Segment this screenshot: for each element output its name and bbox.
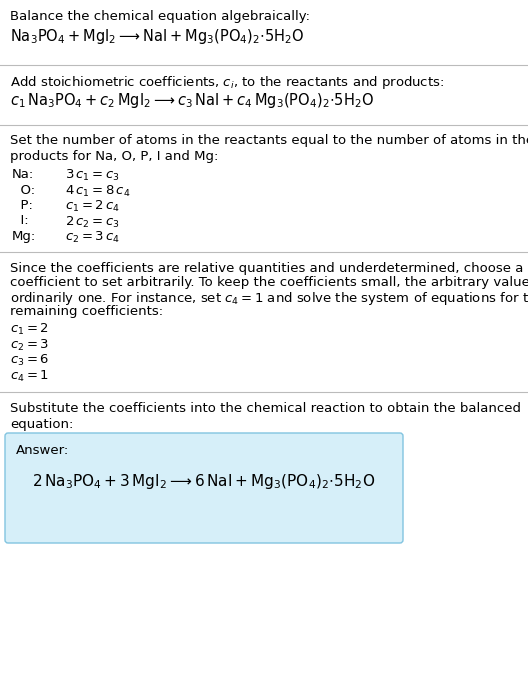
Text: Mg:: Mg:: [12, 230, 36, 243]
Text: equation:: equation:: [10, 418, 73, 431]
Text: $c_3 = 6$: $c_3 = 6$: [10, 353, 49, 368]
Text: Substitute the coefficients into the chemical reaction to obtain the balanced: Substitute the coefficients into the che…: [10, 402, 521, 415]
Text: $c_4 = 1$: $c_4 = 1$: [10, 368, 49, 383]
Text: P:: P:: [12, 199, 33, 212]
Text: remaining coefficients:: remaining coefficients:: [10, 305, 163, 318]
Text: $\mathrm{Na_3PO_4 + MgI_2 \longrightarrow NaI + Mg_3(PO_4)_2{\cdot}5H_2O}$: $\mathrm{Na_3PO_4 + MgI_2 \longrightarro…: [10, 27, 305, 46]
Text: $c_2 = 3\,c_4$: $c_2 = 3\,c_4$: [65, 230, 120, 245]
Text: Set the number of atoms in the reactants equal to the number of atoms in the: Set the number of atoms in the reactants…: [10, 134, 528, 147]
Text: $c_1\,\mathrm{Na_3PO_4} + c_2\,\mathrm{MgI_2} \longrightarrow c_3\,\mathrm{NaI} : $c_1\,\mathrm{Na_3PO_4} + c_2\,\mathrm{M…: [10, 91, 374, 110]
Text: $c_2 = 3$: $c_2 = 3$: [10, 337, 49, 353]
Text: Since the coefficients are relative quantities and underdetermined, choose a: Since the coefficients are relative quan…: [10, 262, 523, 275]
Text: $c_1 = 2$: $c_1 = 2$: [10, 322, 49, 337]
FancyBboxPatch shape: [5, 433, 403, 543]
Text: $c_1 = 2\,c_4$: $c_1 = 2\,c_4$: [65, 199, 120, 214]
Text: $4\,c_1 = 8\,c_4$: $4\,c_1 = 8\,c_4$: [65, 183, 130, 199]
Text: O:: O:: [12, 183, 35, 197]
Text: coefficient to set arbitrarily. To keep the coefficients small, the arbitrary va: coefficient to set arbitrarily. To keep …: [10, 276, 528, 289]
Text: Balance the chemical equation algebraically:: Balance the chemical equation algebraica…: [10, 10, 310, 23]
Text: products for Na, O, P, I and Mg:: products for Na, O, P, I and Mg:: [10, 150, 219, 163]
Text: $2\,c_2 = c_3$: $2\,c_2 = c_3$: [65, 214, 120, 230]
Text: Na:: Na:: [12, 168, 34, 181]
Text: $2\,\mathrm{Na_3PO_4} + 3\,\mathrm{MgI_2} \longrightarrow 6\,\mathrm{NaI} + \mat: $2\,\mathrm{Na_3PO_4} + 3\,\mathrm{MgI_2…: [32, 472, 375, 491]
Text: $3\,c_1 = c_3$: $3\,c_1 = c_3$: [65, 168, 120, 183]
Text: Add stoichiometric coefficients, $c_i$, to the reactants and products:: Add stoichiometric coefficients, $c_i$, …: [10, 74, 444, 91]
Text: ordinarily one. For instance, set $c_4 = 1$ and solve the system of equations fo: ordinarily one. For instance, set $c_4 =…: [10, 291, 528, 308]
Text: I:: I:: [12, 214, 29, 228]
Text: Answer:: Answer:: [16, 444, 69, 457]
